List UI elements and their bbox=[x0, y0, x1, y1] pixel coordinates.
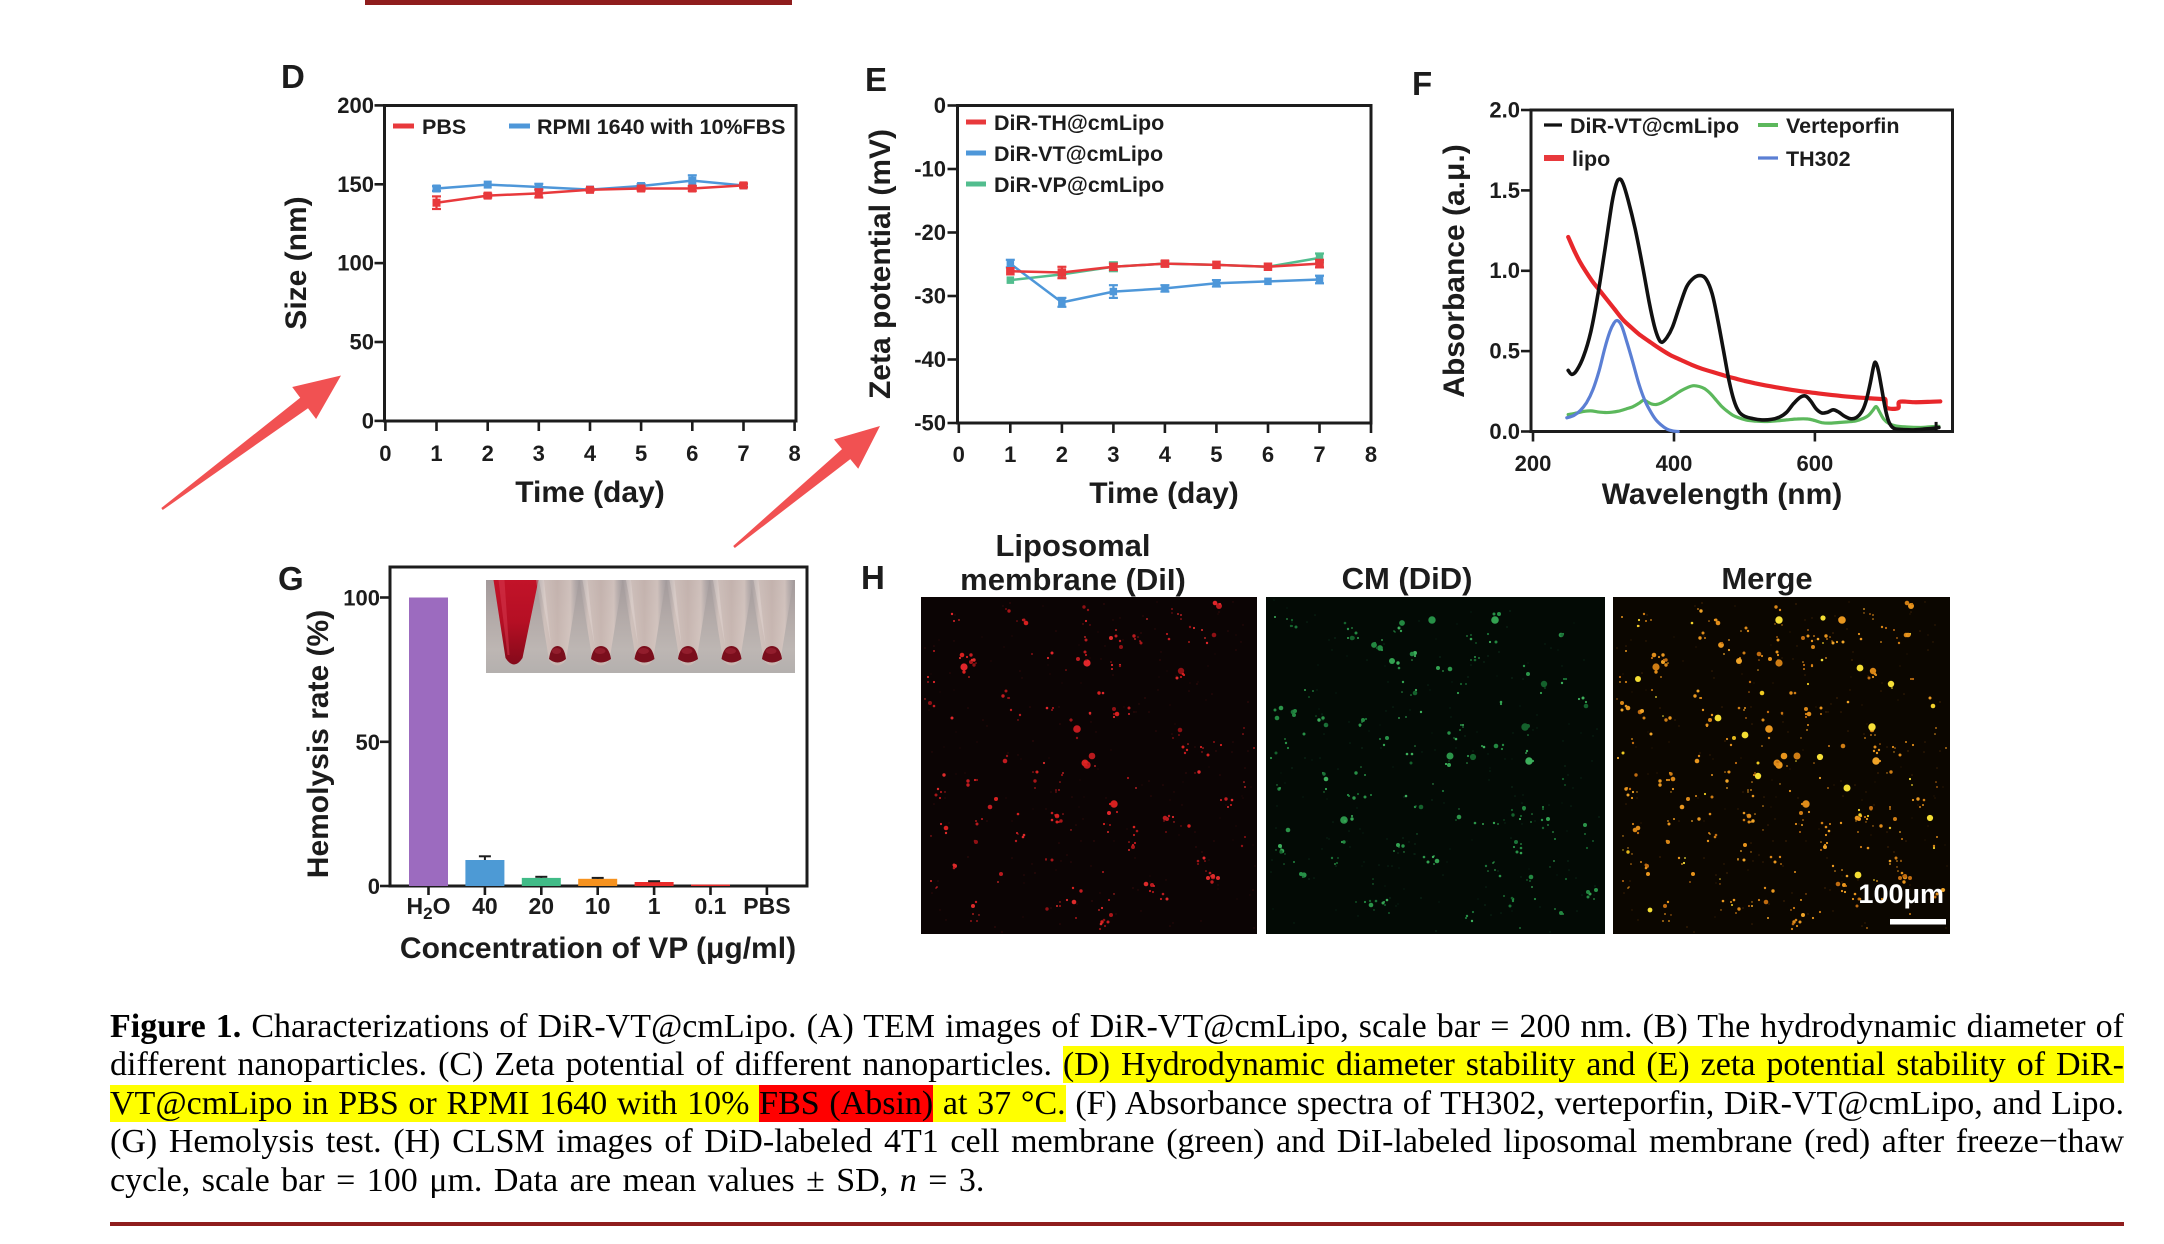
svg-text:0: 0 bbox=[368, 874, 380, 899]
svg-text:-20: -20 bbox=[914, 220, 946, 245]
svg-text:-10: -10 bbox=[914, 157, 946, 182]
svg-text:600: 600 bbox=[1797, 451, 1834, 476]
svg-text:RPMI 1640 with 10%FBS: RPMI 1640 with 10%FBS bbox=[537, 115, 786, 139]
svg-text:Merge: Merge bbox=[1721, 561, 1812, 596]
svg-text:Time (day): Time (day) bbox=[515, 476, 665, 509]
svg-text:DiR-VT@cmLipo: DiR-VT@cmLipo bbox=[994, 142, 1163, 166]
svg-text:5: 5 bbox=[1210, 442, 1222, 467]
svg-text:10: 10 bbox=[585, 893, 611, 919]
svg-text:0: 0 bbox=[379, 441, 391, 466]
svg-text:D: D bbox=[281, 58, 305, 95]
svg-text:Time (day): Time (day) bbox=[1089, 477, 1239, 510]
svg-text:H: H bbox=[861, 559, 885, 596]
svg-text:5: 5 bbox=[635, 441, 647, 466]
svg-text:50: 50 bbox=[356, 730, 380, 755]
svg-text:0.0: 0.0 bbox=[1489, 419, 1520, 444]
svg-text:7: 7 bbox=[737, 441, 749, 466]
svg-text:0: 0 bbox=[934, 93, 946, 118]
svg-text:1.0: 1.0 bbox=[1489, 258, 1520, 283]
svg-text:PBS: PBS bbox=[422, 115, 466, 139]
svg-text:0: 0 bbox=[362, 408, 374, 433]
svg-text:-30: -30 bbox=[914, 284, 946, 309]
svg-text:8: 8 bbox=[1365, 442, 1377, 467]
svg-text:100: 100 bbox=[343, 586, 380, 611]
svg-text:lipo: lipo bbox=[1572, 147, 1610, 171]
svg-text:DiR-VT@cmLipo: DiR-VT@cmLipo bbox=[1570, 114, 1739, 138]
svg-text:Absorbance (a.μ.): Absorbance (a.μ.) bbox=[1438, 144, 1471, 397]
svg-text:1: 1 bbox=[648, 893, 661, 919]
svg-text:Wavelength (nm): Wavelength (nm) bbox=[1602, 478, 1843, 511]
svg-text:G: G bbox=[278, 560, 304, 597]
svg-text:8: 8 bbox=[788, 441, 800, 466]
svg-text:150: 150 bbox=[337, 172, 374, 197]
svg-text:1: 1 bbox=[430, 441, 442, 466]
svg-text:Concentration of VP (μg/ml): Concentration of VP (μg/ml) bbox=[400, 932, 796, 965]
svg-text:2: 2 bbox=[482, 441, 494, 466]
svg-text:6: 6 bbox=[686, 441, 698, 466]
svg-text:1.5: 1.5 bbox=[1489, 178, 1520, 203]
svg-text:0: 0 bbox=[953, 442, 965, 467]
svg-text:6: 6 bbox=[1262, 442, 1274, 467]
svg-text:CM (DiD): CM (DiD) bbox=[1342, 561, 1473, 596]
svg-text:200: 200 bbox=[337, 93, 374, 118]
svg-text:2: 2 bbox=[1056, 442, 1068, 467]
svg-text:PBS: PBS bbox=[743, 893, 790, 919]
svg-text:Size (nm): Size (nm) bbox=[280, 196, 313, 329]
svg-text:200: 200 bbox=[1515, 451, 1552, 476]
svg-text:membrane (DiI): membrane (DiI) bbox=[960, 562, 1186, 597]
svg-text:20: 20 bbox=[529, 893, 555, 919]
svg-text:400: 400 bbox=[1656, 451, 1693, 476]
svg-text:3: 3 bbox=[533, 441, 545, 466]
svg-text:100μm: 100μm bbox=[1858, 879, 1944, 909]
svg-text:Liposomal: Liposomal bbox=[995, 528, 1150, 563]
svg-text:Zeta potential (mV): Zeta potential (mV) bbox=[864, 129, 897, 399]
svg-text:1: 1 bbox=[1004, 442, 1016, 467]
svg-text:7: 7 bbox=[1313, 442, 1325, 467]
svg-text:0.1: 0.1 bbox=[695, 893, 727, 919]
svg-text:DiR-TH@cmLipo: DiR-TH@cmLipo bbox=[994, 111, 1164, 135]
svg-text:Verteporfin: Verteporfin bbox=[1786, 114, 1900, 138]
svg-text:Hemolysis rate (%): Hemolysis rate (%) bbox=[302, 610, 335, 878]
svg-text:3: 3 bbox=[1107, 442, 1119, 467]
svg-text:4: 4 bbox=[1159, 442, 1172, 467]
svg-text:0.5: 0.5 bbox=[1489, 339, 1520, 364]
svg-text:H2O: H2O bbox=[407, 893, 451, 923]
svg-text:50: 50 bbox=[350, 330, 374, 355]
svg-text:F: F bbox=[1412, 65, 1432, 102]
svg-text:DiR-VP@cmLipo: DiR-VP@cmLipo bbox=[994, 173, 1164, 197]
svg-text:100: 100 bbox=[337, 251, 374, 276]
svg-text:-40: -40 bbox=[914, 347, 946, 372]
svg-text:2.0: 2.0 bbox=[1489, 98, 1520, 123]
svg-text:40: 40 bbox=[472, 893, 498, 919]
svg-text:-50: -50 bbox=[914, 411, 946, 436]
svg-text:E: E bbox=[865, 61, 887, 98]
svg-text:4: 4 bbox=[584, 441, 597, 466]
svg-text:TH302: TH302 bbox=[1786, 147, 1851, 171]
